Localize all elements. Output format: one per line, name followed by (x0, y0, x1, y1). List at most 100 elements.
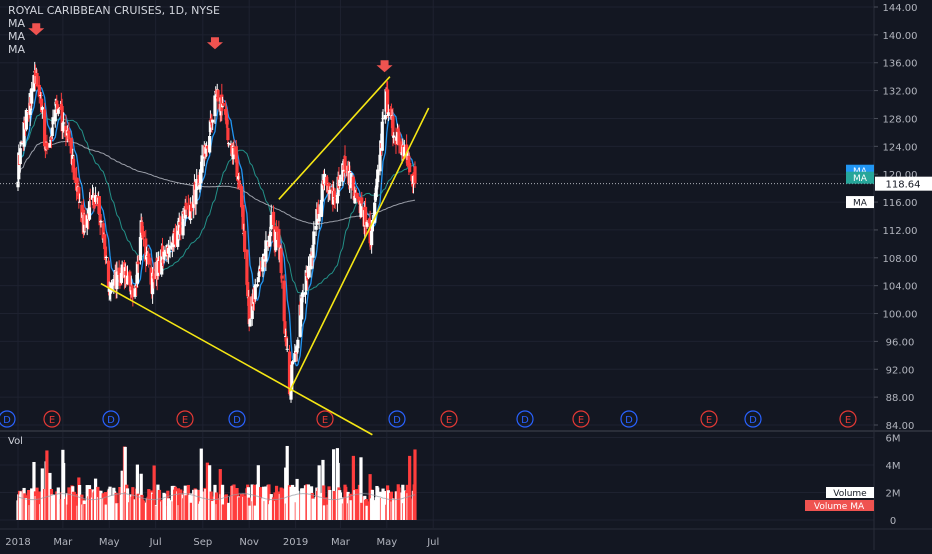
dividend-badge[interactable]: D (388, 410, 406, 428)
candle-body (49, 140, 53, 142)
candle-body (243, 230, 247, 252)
volume-bar (135, 464, 139, 520)
symbol-title[interactable]: ROYAL CARIBBEAN CRUISES, 1D, NYSE (8, 4, 220, 17)
price-tick-label: 96.00 (886, 337, 915, 348)
volume-bar (83, 504, 87, 520)
price-tick-label: 140.00 (883, 31, 918, 42)
price-tick-label: 100.00 (883, 310, 918, 321)
volume-bar (344, 486, 348, 520)
volume-bar (168, 500, 172, 520)
candle-body (133, 288, 137, 297)
earnings-badge[interactable]: E (316, 410, 334, 428)
volume-bar (24, 497, 28, 520)
dividend-badge[interactable]: D (228, 410, 246, 428)
candle-body (234, 146, 238, 163)
volume-bar (99, 490, 103, 520)
candle-body (87, 201, 92, 220)
ma-tag-label: MA (853, 174, 868, 184)
candle-body (312, 231, 316, 245)
volume-tag[interactable] (826, 487, 874, 498)
candle-body (147, 253, 151, 265)
candle-body (221, 103, 225, 106)
earnings-badge[interactable]: E (700, 410, 718, 428)
ma-legend-2[interactable]: MA (8, 30, 26, 43)
candle-body (225, 119, 229, 125)
dividend-badge[interactable]: D (0, 410, 16, 428)
volume-bar (123, 446, 127, 520)
volume-bar (147, 489, 151, 520)
dividend-badge[interactable]: D (620, 410, 638, 428)
badge-ring (839, 410, 857, 428)
candle-body (198, 184, 202, 190)
volume-ma-tag[interactable] (805, 500, 874, 511)
trendlines (100, 76, 430, 436)
candle-body (407, 155, 411, 166)
candle-body (162, 251, 166, 260)
candle-body (93, 195, 98, 202)
earnings-badge[interactable]: E (572, 410, 590, 428)
candle-body (176, 225, 180, 247)
badge-letter: E (446, 415, 452, 426)
candle-body (119, 272, 124, 283)
badge-letter: D (749, 415, 757, 426)
candle-body (24, 109, 28, 130)
price-tick-label: 116.00 (883, 198, 918, 209)
ma-tag[interactable] (846, 196, 874, 209)
volume-bar (67, 487, 71, 520)
candle-body (381, 118, 385, 120)
dividend-badge[interactable]: D (744, 410, 762, 428)
candle-body (370, 219, 374, 232)
candle-body (78, 201, 82, 203)
earnings-badge[interactable]: E (176, 410, 194, 428)
candle-body (304, 270, 308, 291)
candle-body (269, 214, 273, 230)
candle-body (39, 98, 44, 113)
candle-body (181, 211, 185, 236)
candle-body (140, 221, 144, 233)
candle-body (264, 240, 268, 262)
candle-body (198, 169, 203, 184)
candle-body (195, 179, 199, 191)
ma-legend-1[interactable]: MA (8, 17, 26, 30)
candle-body (229, 143, 233, 146)
candle-body (167, 251, 171, 253)
volume-bar (328, 490, 332, 520)
time-tick-label: Mar (331, 537, 351, 548)
candle-body (144, 238, 148, 262)
candle-body (173, 232, 177, 234)
volume-bar (200, 491, 204, 520)
dividend-badge[interactable]: D (102, 410, 120, 428)
badge-letter: E (322, 415, 328, 426)
ma-legend-3[interactable]: MA (8, 43, 26, 56)
candle-body (349, 173, 353, 188)
volume-bar (51, 494, 55, 520)
badge-ring (43, 410, 61, 428)
candle-body (328, 190, 332, 194)
ma-tag[interactable] (846, 171, 874, 184)
volume-bar (376, 487, 380, 520)
current-price-label: 118.64 (886, 180, 921, 191)
candle-body (235, 159, 239, 177)
candle-body (35, 73, 39, 87)
earnings-badge[interactable]: E (440, 410, 458, 428)
candle-body (317, 213, 321, 222)
earnings-badge[interactable]: E (839, 410, 857, 428)
candle-body (211, 119, 215, 123)
earnings-badge[interactable]: E (43, 410, 61, 428)
candle-body (284, 336, 289, 347)
volume-bar (397, 487, 401, 520)
current-price-tag[interactable] (875, 176, 932, 191)
peak-arrow-icon (206, 37, 223, 50)
candle-body (104, 256, 108, 258)
candle-body (200, 155, 204, 173)
candle-body (220, 94, 224, 112)
candle-body (179, 227, 183, 235)
candle-body (85, 215, 89, 228)
candle-body (375, 178, 379, 188)
volume-bar (256, 465, 260, 520)
dividend-badge[interactable]: D (516, 410, 534, 428)
volume-bar (351, 455, 355, 520)
candle-body (50, 127, 54, 136)
